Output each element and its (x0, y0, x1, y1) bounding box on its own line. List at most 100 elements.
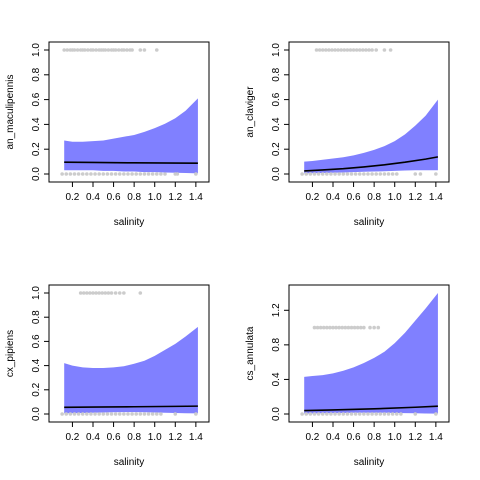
observation-point (113, 412, 118, 416)
observation-point (76, 412, 81, 416)
observation-point (329, 412, 333, 416)
y-tick-label: 0.2 (271, 142, 282, 156)
y-tick-label: 1.0 (31, 43, 42, 57)
observation-point (341, 172, 346, 176)
observation-point (194, 172, 198, 176)
observation-point (370, 48, 374, 52)
observation-point (75, 48, 80, 52)
confidence-band (304, 293, 438, 414)
observation-point (308, 412, 313, 416)
x-tick-label: 0.2 (305, 432, 319, 443)
observation-point (304, 172, 309, 176)
observation-point (117, 291, 122, 295)
observation-point (358, 325, 363, 330)
observation-point (321, 325, 326, 330)
observation-point (175, 172, 180, 176)
y-tick-label: 0.4 (31, 117, 42, 131)
observation-point (80, 172, 85, 176)
x-tick-label: 1.2 (408, 432, 422, 443)
x-axis-title: salinity (354, 217, 385, 228)
observation-point (72, 48, 77, 52)
observation-point (138, 172, 143, 176)
observation-point (142, 412, 147, 416)
observation-point (130, 48, 134, 52)
y-axis-title: an_maculipennis (5, 74, 16, 149)
observation-point (122, 172, 126, 176)
observation-point (86, 48, 90, 52)
observation-point (64, 412, 69, 416)
observation-point (65, 48, 70, 52)
observation-point (154, 412, 159, 416)
observation-point (376, 325, 381, 330)
observation-point (325, 172, 329, 176)
observation-point (72, 172, 77, 176)
y-tick-label: 0.8 (31, 310, 42, 324)
y-tick-label: 0.0 (271, 167, 282, 181)
y-tick-label: 0.0 (31, 167, 42, 181)
fit-line (304, 405, 438, 412)
observation-point (341, 412, 346, 416)
observation-point (382, 412, 387, 416)
observation-point (81, 291, 86, 295)
observation-point (362, 325, 366, 330)
observation-point (390, 412, 395, 416)
observation-point (312, 412, 317, 416)
observation-point (345, 172, 350, 176)
x-tick-label: 0.2 (305, 192, 319, 203)
x-tick-label: 0.4 (326, 192, 340, 203)
observation-point (368, 325, 372, 330)
x-tick-label: 1.4 (189, 432, 203, 443)
observation-point (72, 412, 77, 416)
observation-point (324, 48, 328, 52)
observation-point (146, 412, 151, 416)
observation-point (355, 325, 360, 330)
y-tick-label: 0.8 (271, 67, 282, 81)
observation-point (308, 172, 313, 176)
observation-point (329, 172, 333, 176)
observation-point (64, 172, 69, 176)
observation-point (312, 172, 317, 176)
chart-panel: 0.2 0.4 0.6 0.8 1.0 1.2 1.4 0.0 0.4 0.8 1.2 salinit… (245, 284, 450, 468)
observation-point (134, 412, 138, 416)
observation-point (100, 291, 105, 295)
observation-point (394, 172, 399, 176)
observation-point (353, 412, 358, 416)
observation-point (163, 172, 167, 176)
x-axis-title: salinity (354, 457, 385, 468)
observation-point (337, 325, 341, 330)
observation-point (343, 325, 348, 330)
observation-point (370, 172, 374, 176)
observation-point (159, 412, 163, 416)
observation-point (113, 48, 118, 52)
x-tick-label: 0.8 (127, 432, 141, 443)
observation-point (434, 172, 438, 176)
x-tick-label: 1.0 (148, 192, 162, 203)
observation-point (85, 172, 89, 176)
observation-point (94, 291, 98, 295)
observation-point (97, 172, 101, 176)
observation-point (364, 48, 368, 52)
y-tick-label: 0.8 (31, 67, 42, 81)
observation-point (300, 412, 304, 416)
chart-panel: 0.2 0.4 0.6 0.8 1.0 1.2 1.4 0.0 0.2 0.4 0.6 0.8 1.0 s… (245, 41, 450, 228)
observation-point (85, 291, 89, 295)
observation-point (339, 48, 344, 52)
observation-point (134, 172, 138, 176)
observation-point (85, 412, 89, 416)
observation-point (146, 172, 151, 176)
observation-point (106, 48, 111, 52)
observation-point (142, 172, 147, 176)
chart-panel: 0.2 0.4 0.6 0.8 1.0 1.2 1.4 0.0 0.2 0.4 0.6 0.8 1.0 s… (5, 41, 210, 228)
observation-point (388, 48, 393, 52)
observation-point (150, 412, 155, 416)
observation-point (89, 412, 93, 416)
observation-point (80, 412, 85, 416)
x-axis-title: salinity (114, 217, 145, 228)
observation-point (382, 48, 387, 52)
x-tick-label: 0.4 (86, 432, 100, 443)
observation-point (318, 325, 323, 330)
plot-frame (48, 284, 210, 423)
observation-point (138, 48, 143, 52)
y-tick-label: 1.2 (271, 303, 282, 317)
x-tick-label: 1.4 (429, 192, 443, 203)
